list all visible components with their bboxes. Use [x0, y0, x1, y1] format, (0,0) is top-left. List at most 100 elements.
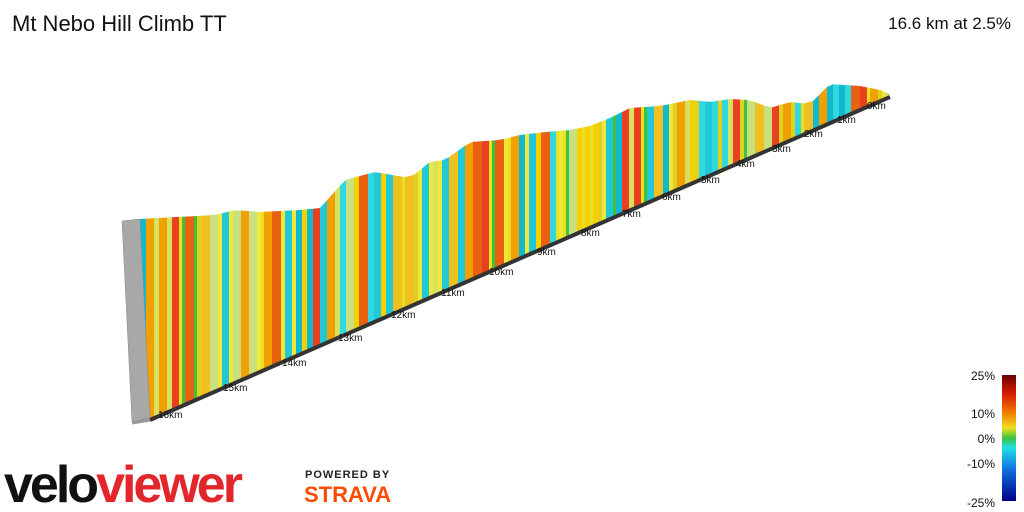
profile-stripe	[722, 99, 728, 169]
profile-stripe	[320, 200, 327, 344]
profile-stripe	[264, 211, 272, 369]
distance-label: 1km	[837, 115, 856, 126]
logo: veloviewer	[4, 456, 243, 512]
profile-stripe	[867, 87, 870, 106]
profile-stripe	[504, 138, 508, 264]
profile-stripe	[261, 211, 264, 370]
profile-stripe	[519, 134, 525, 257]
profile-stripe	[602, 119, 606, 221]
profile-stripe	[272, 210, 281, 365]
profile-stripe	[813, 95, 819, 129]
distance-label: 8km	[581, 228, 600, 239]
legend-tick-label: 10%	[971, 407, 995, 421]
profile-stripe	[229, 210, 233, 384]
profile-stripe	[414, 171, 418, 303]
profile-stripe	[566, 130, 569, 237]
distance-label: 16km	[158, 410, 182, 421]
profile-stripe	[281, 210, 285, 361]
profile-stripe	[870, 88, 878, 104]
distance-label: 14km	[282, 358, 306, 369]
profile-stripe	[647, 106, 654, 202]
profile-base	[149, 95, 891, 422]
profile-stripe	[405, 174, 414, 307]
profile-stripe	[241, 210, 249, 379]
profile-stripe	[449, 150, 458, 288]
profile-stripe	[167, 217, 172, 411]
profile-stripe	[381, 173, 386, 318]
profile-stripe	[556, 130, 559, 241]
profile-stripe	[673, 102, 677, 190]
distance-label: 12km	[391, 310, 415, 321]
profile-stripe	[801, 103, 804, 134]
profile-stripe	[541, 131, 550, 248]
profile-stripe	[185, 216, 194, 403]
profile-stripe	[489, 140, 492, 271]
profile-stripe	[222, 211, 229, 387]
profile-stripe	[791, 102, 795, 139]
distance-label: 7km	[622, 209, 641, 220]
profile-stripe	[598, 121, 602, 223]
legend-tick-label: 25%	[971, 369, 995, 383]
profile-stripe	[695, 100, 699, 181]
profile-stripe	[577, 127, 582, 232]
profile-end-face	[121, 218, 151, 423]
profile-stripe	[718, 100, 722, 171]
profile-stripe	[677, 101, 685, 188]
profile-stripe	[712, 100, 718, 173]
profile-stripe	[585, 126, 590, 229]
profile-stripe	[590, 124, 593, 226]
profile-stripe	[593, 122, 598, 225]
profile-stripe	[616, 112, 622, 215]
profile-stripe	[845, 85, 851, 115]
profile-stripe	[819, 87, 827, 126]
profile-stripe	[210, 214, 218, 392]
profile-stripe	[663, 104, 669, 195]
distance-label: 13km	[338, 333, 362, 344]
legend-tick-label: 0%	[978, 432, 996, 446]
profile-stripe	[201, 215, 210, 396]
profile-stripe	[705, 101, 712, 176]
profile-stripe	[878, 89, 882, 101]
profile-stripe	[783, 102, 791, 142]
profile-stripe	[482, 140, 489, 274]
profile-stripe	[359, 173, 368, 327]
legend-tick-label: -10%	[967, 457, 995, 471]
profile-stripe	[285, 210, 292, 360]
profile-stripe	[728, 99, 733, 166]
profile-stripe	[296, 209, 302, 355]
profile-stripe	[292, 210, 296, 357]
profile-stripe	[685, 100, 690, 185]
profile-stripe	[393, 175, 402, 312]
profile-stripe	[422, 162, 429, 300]
profile-stripe	[690, 100, 695, 183]
profile-stripe	[418, 168, 422, 302]
profile-stripe	[429, 161, 433, 297]
profile-stripe	[182, 216, 185, 405]
profile-stripe	[302, 209, 307, 352]
powered-by: POWERED BY	[305, 469, 390, 481]
profile-stripe	[886, 92, 890, 97]
profile-stripe	[569, 128, 577, 236]
profile-stripe	[764, 105, 772, 150]
distance-label: 3km	[772, 144, 791, 155]
profile-stripe	[772, 105, 779, 147]
distance-label: 11km	[441, 288, 465, 299]
distance-label: 15km	[223, 383, 247, 394]
profile-stripe	[473, 141, 482, 278]
distance-label: 10km	[489, 267, 513, 278]
profile-stripe	[699, 100, 705, 179]
profile-stripe	[525, 133, 529, 255]
distance-label: 4km	[736, 159, 755, 170]
distance-label: 5km	[701, 175, 720, 186]
profile-stripe	[233, 210, 241, 382]
profile-stripe	[804, 101, 813, 133]
profile-stripe	[458, 145, 465, 284]
distance-label: 9km	[537, 247, 556, 258]
profile-stripe	[582, 127, 585, 230]
strava-logo: STRAVA	[304, 482, 391, 507]
profile-stripe	[622, 108, 629, 212]
profile-stripe	[795, 102, 801, 137]
profile-stripe	[197, 215, 201, 398]
profile-stripe	[159, 217, 167, 415]
profile-stripe	[327, 191, 335, 341]
